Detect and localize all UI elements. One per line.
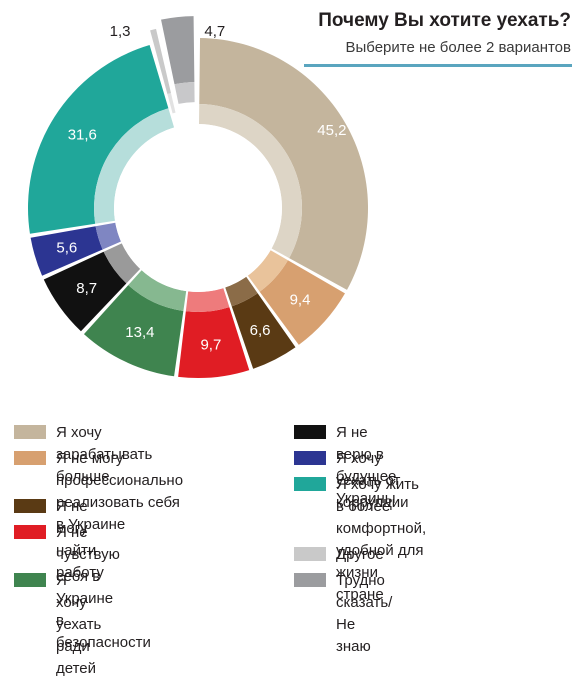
- legend-swatch: [14, 573, 46, 587]
- legend-label-line: Трудно сказать/Не знаю: [336, 572, 393, 655]
- legend-label: Я хочу уехать от коррупции: [336, 448, 409, 514]
- legend-label-line: Другое: [336, 546, 384, 563]
- legend-item: Я хочу зарабатывать больше: [14, 422, 152, 488]
- chart: 45,2 9,4 6,6 9,7 13,4 8,7 5,6 31,6 1,3 4,7 Почему…: [14, 10, 572, 677]
- chart-subtitle: Выберите не более 2 вариантов: [345, 39, 572, 56]
- slice-6: [43, 251, 127, 332]
- legend-label: Я хочу зарабатывать больше: [56, 422, 152, 488]
- legend-swatch: [294, 573, 326, 587]
- legend-label-line: Я хочу уехать от коррупции: [336, 450, 409, 511]
- legend-item: Я хочу уехать от коррупции: [294, 448, 409, 514]
- legend-item: Я не могу найти работу: [14, 496, 104, 584]
- legend-label-line: Я не могу профессионально: [56, 450, 184, 489]
- slice-3: [231, 293, 296, 369]
- slice-inner-5: [128, 270, 187, 311]
- slice-label-3: 6,6: [250, 322, 271, 339]
- legend-swatch: [14, 525, 46, 539]
- legend-item: Я не верю в будущее Украины: [294, 422, 396, 510]
- legend-swatch: [294, 547, 326, 561]
- legend-label: Я не могу профессионально реализовать себ…: [56, 448, 183, 536]
- slice-1: [199, 38, 369, 290]
- slice-inner-10: [174, 82, 195, 104]
- legend-swatch: [14, 499, 46, 513]
- slice-10: [161, 16, 195, 85]
- slice-inner-7: [95, 222, 121, 250]
- legend-label: Я хочу уехать ради детей: [56, 570, 101, 680]
- slice-inner-2: [247, 250, 288, 292]
- legend-item: Я не могу профессионально реализовать себ…: [14, 448, 183, 536]
- legend-swatch: [294, 451, 326, 465]
- legend-item: Я хочу уехать ради детей: [14, 570, 101, 680]
- slice-inner-9: [167, 93, 176, 114]
- legend-label: Трудно сказать/Не знаю: [336, 570, 392, 658]
- slice-label-8: 31,6: [68, 127, 97, 144]
- slice-inner-8: [94, 108, 175, 224]
- legend-item: Я хочу жить в более комфортной, удобной д…: [294, 474, 426, 606]
- chart-title: Почему Вы хотите уехать?: [318, 10, 571, 31]
- title-divider: [304, 64, 572, 67]
- slice-4: [178, 307, 250, 378]
- slice-9: [150, 28, 171, 95]
- slice-inner-1: [199, 104, 303, 259]
- legend-label: Другое: [336, 544, 384, 566]
- legend-swatch: [14, 451, 46, 465]
- legend-label-line: реализовать себя в Украине: [56, 494, 180, 533]
- legend-label-line: Я хочу уехать ради детей: [56, 572, 102, 677]
- slice-5: [83, 285, 184, 377]
- slice-inner-6: [103, 243, 141, 284]
- legend-label: Я хочу жить в более комфортной, удобной д…: [336, 474, 426, 606]
- donut-hole: [114, 124, 282, 292]
- slice-2: [259, 260, 345, 345]
- legend-label-line: Я хочу жить в более: [336, 476, 419, 515]
- legend-item: Трудно сказать/Не знаю: [294, 570, 392, 658]
- legend-item: Другое: [294, 544, 384, 566]
- legend-swatch: [294, 425, 326, 439]
- slice-8: [27, 45, 169, 234]
- slice-label-2: 9,4: [290, 292, 311, 309]
- donut-chart: 45,2 9,4 6,6 9,7 13,4 8,7 5,6 31,6 1,3 4,7: [27, 16, 369, 378]
- legend-label: Я не могу найти работу: [56, 496, 104, 584]
- slice-label-7: 5,6: [56, 240, 77, 257]
- legend-swatch: [294, 477, 326, 491]
- slice-label-5: 13,4: [125, 324, 154, 341]
- legend-label-line: Я не могу найти работу: [56, 498, 104, 581]
- slice-label-4: 9,7: [200, 336, 221, 353]
- legend-label-line: комфортной, удобной для: [336, 520, 427, 559]
- legend-label-line: Я хочу зарабатывать больше: [56, 424, 153, 485]
- slice-label-1: 45,2: [317, 122, 346, 139]
- legend-label-line: Я не верю в будущее Украины: [336, 424, 397, 507]
- legend-swatch: [14, 425, 46, 439]
- slice-label-9: 1,3: [110, 23, 131, 40]
- legend-label: Я не верю в будущее Украины: [336, 422, 396, 510]
- slice-label-6: 8,7: [76, 280, 97, 297]
- slice-label-10: 4,7: [204, 23, 225, 40]
- slice-inner-4: [185, 288, 230, 313]
- slice-7: [30, 226, 103, 276]
